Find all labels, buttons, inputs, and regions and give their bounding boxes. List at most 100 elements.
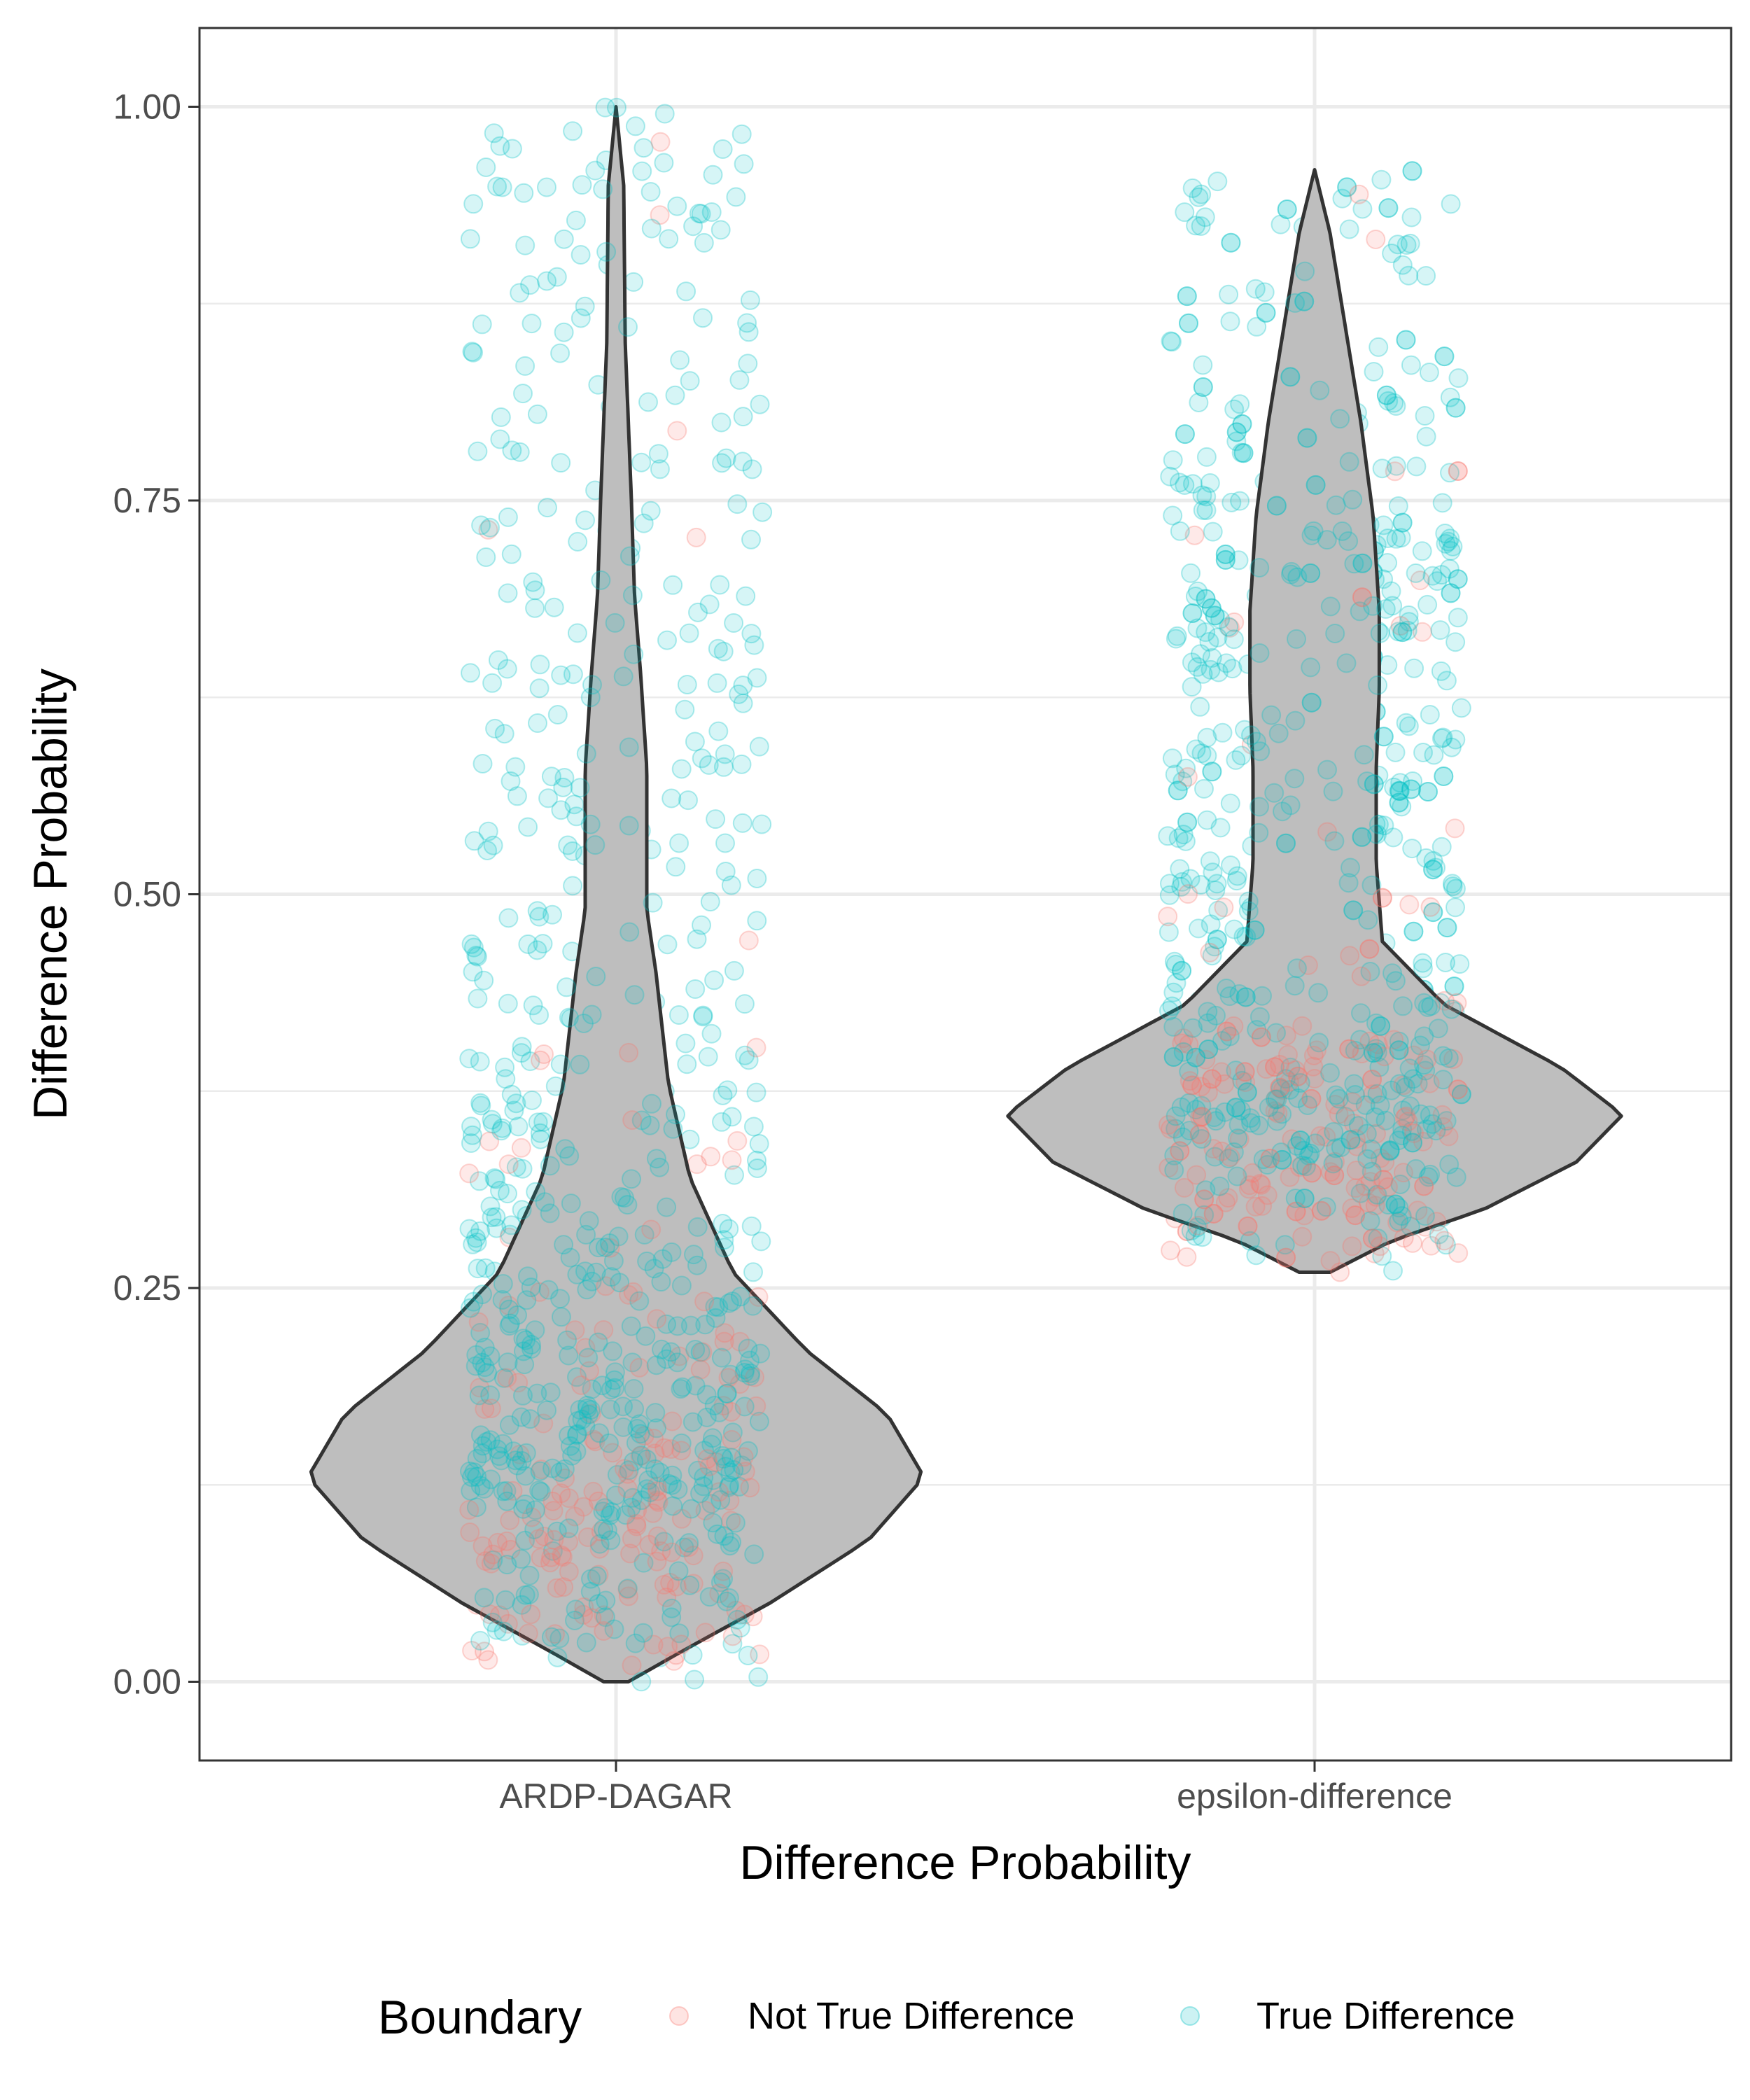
jitter-point	[476, 547, 496, 567]
jitter-point	[1443, 536, 1463, 556]
jitter-point	[1294, 291, 1315, 312]
jitter-point	[1402, 839, 1422, 859]
jitter-point	[1445, 818, 1465, 839]
jitter-point	[1450, 954, 1470, 974]
jitter-point	[1164, 1160, 1184, 1180]
jitter-point	[1343, 489, 1363, 510]
jitter-point	[1162, 332, 1182, 352]
jitter-point	[461, 663, 480, 683]
jitter-point	[671, 759, 692, 779]
jitter-point	[492, 1118, 512, 1138]
jitter-point	[632, 161, 652, 181]
jitter-point	[1284, 769, 1305, 789]
jitter-point	[1193, 500, 1213, 520]
jitter-point	[1193, 355, 1213, 375]
jitter-point	[657, 1197, 677, 1217]
jitter-point	[1376, 385, 1396, 405]
jitter-point	[1246, 1245, 1266, 1266]
jitter-point	[724, 613, 744, 633]
jitter-point	[1302, 1163, 1322, 1183]
jitter-point	[1189, 187, 1209, 207]
jitter-point	[1226, 1098, 1246, 1118]
jitter-point	[577, 1280, 597, 1300]
jitter-point	[1222, 492, 1242, 512]
jitter-point	[1292, 1226, 1312, 1247]
jitter-point	[657, 934, 678, 955]
jitter-point	[1197, 810, 1217, 830]
jitter-point	[1208, 627, 1228, 648]
jitter-point	[1399, 605, 1419, 625]
jitter-point	[483, 835, 503, 855]
jitter-point	[533, 934, 553, 954]
jitter-point	[518, 1623, 538, 1644]
jitter-point	[1392, 622, 1413, 643]
jitter-point	[658, 1637, 678, 1657]
jitter-point	[752, 814, 772, 834]
jitter-point	[1220, 312, 1240, 332]
jitter-point	[1406, 563, 1426, 583]
jitter-point	[513, 1499, 533, 1519]
jitter-point	[1203, 1203, 1224, 1224]
jitter-point	[1224, 612, 1245, 632]
jitter-point	[662, 1598, 682, 1618]
jitter-point	[1198, 1002, 1218, 1022]
jitter-point	[1373, 1170, 1394, 1190]
jitter-point	[722, 1107, 742, 1127]
jitter-point	[692, 915, 711, 935]
jitter-point	[1162, 996, 1182, 1016]
jitter-point	[1345, 1178, 1366, 1198]
jitter-point	[620, 922, 640, 942]
jitter-point	[666, 857, 686, 877]
jitter-point	[504, 1100, 524, 1121]
jitter-point	[1268, 723, 1289, 743]
jitter-point	[646, 1355, 666, 1376]
jitter-point	[1277, 200, 1297, 219]
jitter-point	[710, 220, 731, 240]
jitter-point	[732, 451, 752, 472]
jitter-point	[701, 1023, 722, 1044]
jitter-point	[507, 786, 527, 806]
jitter-point	[547, 705, 568, 724]
jitter-point	[1179, 313, 1198, 333]
jitter-point	[1163, 1047, 1184, 1067]
jitter-point	[523, 995, 543, 1016]
jitter-point	[1399, 716, 1419, 736]
jitter-point	[1235, 1062, 1255, 1082]
legend-key-not-true-difference	[669, 2006, 689, 2026]
jitter-point	[538, 498, 557, 518]
jitter-point	[1330, 409, 1350, 429]
jitter-point	[1222, 659, 1242, 679]
jitter-point	[752, 502, 773, 522]
jitter-point	[1383, 1261, 1403, 1281]
jitter-point	[1434, 346, 1455, 367]
jitter-point	[519, 1565, 540, 1586]
jitter-point	[624, 644, 644, 664]
jitter-point	[1251, 1027, 1271, 1047]
jitter-point	[1232, 414, 1252, 434]
jitter-point	[722, 1292, 743, 1312]
jitter-point	[475, 1642, 494, 1662]
jitter-point	[671, 1275, 692, 1296]
jitter-point	[1224, 629, 1244, 650]
jitter-point	[1418, 594, 1438, 615]
jitter-point	[619, 737, 639, 757]
jitter-point	[1324, 831, 1345, 851]
jitter-point	[678, 790, 698, 811]
jitter-point	[1448, 569, 1468, 589]
jitter-point	[567, 623, 587, 643]
jitter-point	[466, 946, 486, 965]
jitter-point	[719, 1219, 739, 1239]
jitter-point	[622, 1169, 641, 1189]
jitter-point	[1412, 541, 1432, 561]
jitter-point	[1448, 368, 1469, 388]
jitter-point	[459, 1499, 479, 1520]
jitter-point	[478, 1650, 498, 1670]
jitter-point	[512, 1037, 532, 1057]
jitter-point	[470, 1425, 491, 1446]
jitter-point	[1423, 850, 1443, 871]
jitter-point	[1172, 872, 1192, 892]
jitter-point	[513, 1385, 533, 1406]
jitter-point	[727, 1130, 748, 1151]
jitter-point	[1378, 528, 1398, 548]
jitter-point	[1404, 921, 1424, 941]
